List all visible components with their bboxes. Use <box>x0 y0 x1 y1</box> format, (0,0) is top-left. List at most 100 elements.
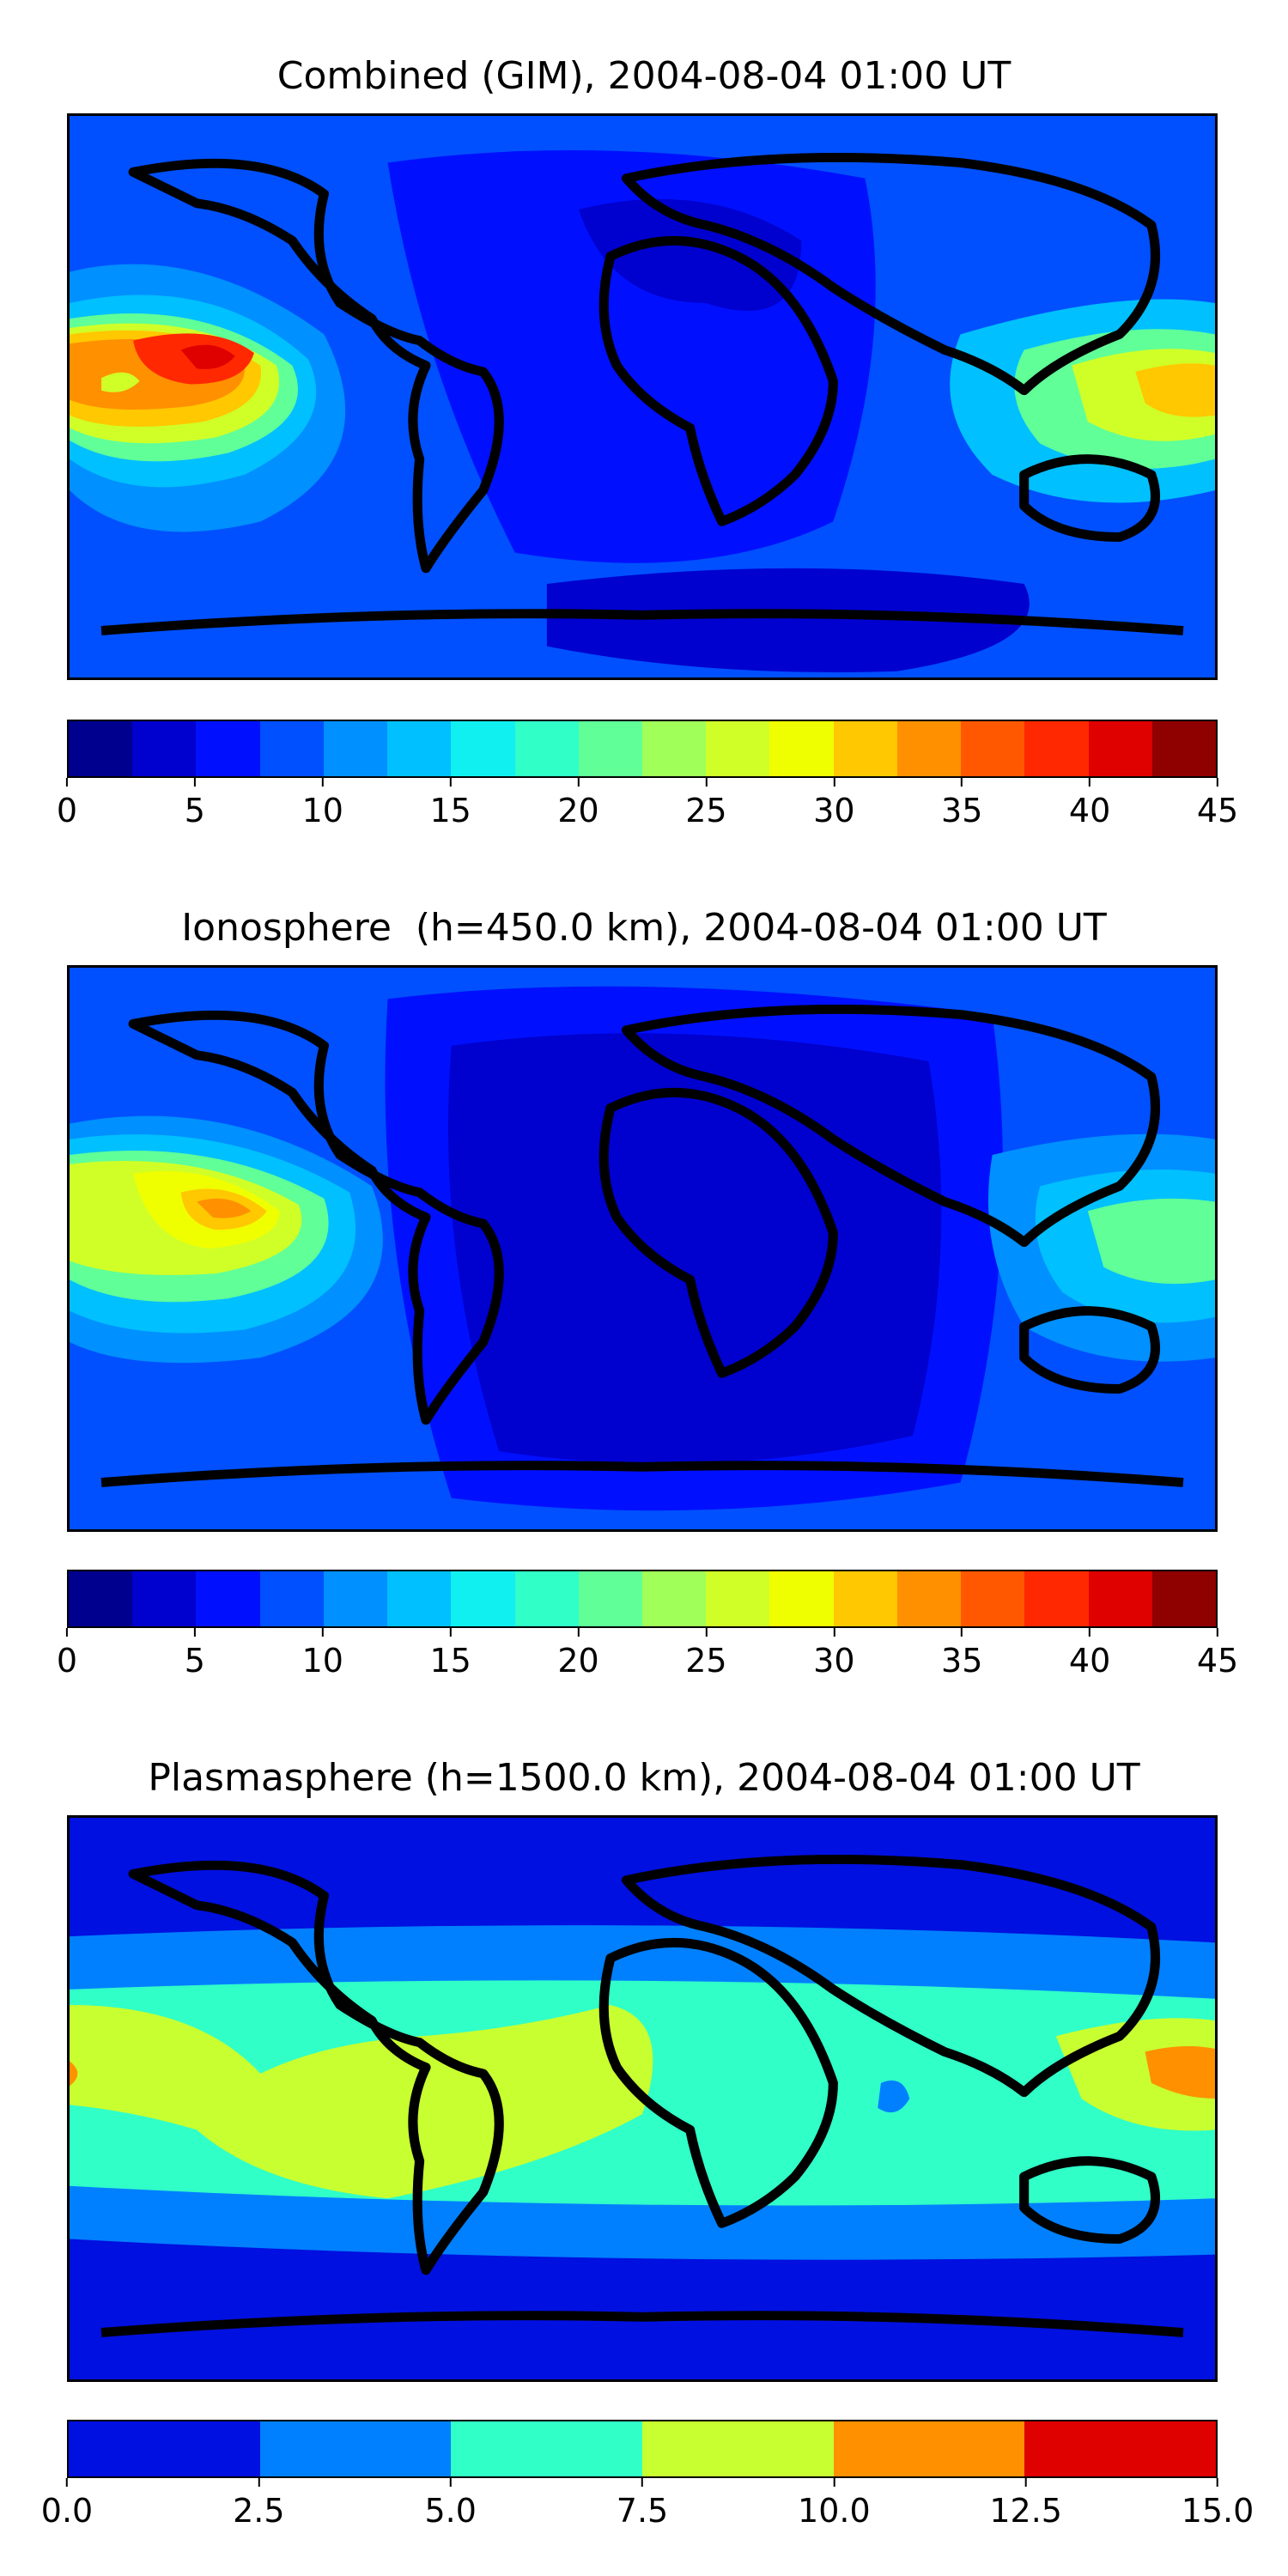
ionosphere-tec-map <box>67 965 1218 1532</box>
colorbar-segment <box>1024 1571 1089 1626</box>
colorbar-segment <box>1088 1571 1152 1626</box>
plasmasphere-colorbar-ticks: 0.0 2.5 5.0 7.5 10.0 12.5 15.0 <box>41 2478 1254 2530</box>
colorbar-tick: 15.0 <box>1182 2478 1254 2530</box>
colorbar-segment <box>132 721 197 776</box>
colorbar-segment <box>323 1571 388 1626</box>
colorbar-tick: 0 <box>57 778 77 829</box>
combined-colorbar <box>67 720 1218 778</box>
colorbar-segment <box>578 1571 642 1626</box>
colorbar-tick-label: 10.0 <box>798 2492 871 2530</box>
colorbar-segment <box>769 1571 834 1626</box>
colorbar-tick-label: 10 <box>301 792 343 829</box>
colorbar-segment <box>896 1571 962 1626</box>
colorbar-segment <box>706 1571 770 1626</box>
ionosphere-colorbar <box>67 1570 1218 1628</box>
colorbar-tick: 0.0 <box>41 2478 93 2530</box>
colorbar-tick-label: 5 <box>184 792 205 829</box>
colorbar-segment <box>833 1571 897 1626</box>
colorbar-segment <box>896 721 962 776</box>
colorbar-tick: 0 <box>57 1628 77 1680</box>
ionosphere-colorbar-ticks: 0 5 10 15 20 25 30 35 40 45 <box>57 1628 1238 1680</box>
colorbar-tick: 15 <box>429 778 471 829</box>
colorbar-tick: 12.5 <box>989 2478 1062 2530</box>
colorbar-tick-label: 40 <box>1068 1642 1111 1680</box>
map-title-plasmasphere: Plasmasphere (h=1500.0 km), 2004-08-04 0… <box>148 1756 1140 1800</box>
colorbar-tick: 15 <box>429 1628 471 1680</box>
colorbar-tick-label: 12.5 <box>989 2492 1062 2530</box>
colorbar-segment <box>833 721 897 776</box>
colorbar-tick-label: 25 <box>685 1642 727 1680</box>
colorbar-tick-label: 0.0 <box>40 2492 94 2530</box>
colorbar-tick-label: 25 <box>685 792 727 829</box>
colorbar-segment <box>451 1571 515 1626</box>
colorbar-tick-label: 35 <box>941 792 983 829</box>
colorbar-tick-label: 5.0 <box>424 2492 477 2530</box>
colorbar-segment <box>1151 721 1216 776</box>
colorbar-tick: 2.5 <box>233 2478 285 2530</box>
colorbar-segment <box>451 2421 643 2476</box>
colorbar-segment <box>259 2421 452 2476</box>
colorbar-segment <box>1024 2421 1216 2476</box>
colorbar-segment <box>323 721 388 776</box>
colorbar-tick: 45 <box>1197 778 1238 829</box>
map-title-combined: Combined (GIM), 2004-08-04 01:00 UT <box>276 54 1012 98</box>
colorbar-segment <box>641 721 707 776</box>
colorbar-tick-label: 0 <box>56 1642 78 1680</box>
colorbar-segment <box>514 721 579 776</box>
colorbar-tick: 10 <box>302 1628 343 1680</box>
colorbar-tick: 35 <box>941 1628 982 1680</box>
colorbar-segment <box>259 721 324 776</box>
colorbar-segment <box>1151 1571 1216 1626</box>
colorbar-segment <box>961 1571 1025 1626</box>
colorbar-segment <box>769 721 834 776</box>
colorbar-segment <box>259 1571 324 1626</box>
colorbar-tick: 20 <box>557 1628 599 1680</box>
colorbar-segment <box>69 1571 133 1626</box>
colorbar-tick-label: 30 <box>813 792 855 829</box>
colorbar-tick: 40 <box>1069 1628 1110 1680</box>
colorbar-tick: 30 <box>813 778 855 829</box>
colorbar-segment <box>833 2421 1025 2476</box>
colorbar-tick-label: 10 <box>301 1642 343 1680</box>
colorbar-tick-label: 15 <box>429 1642 471 1680</box>
map-title-ionosphere: Ionosphere (h=450.0 km), 2004-08-04 01:0… <box>181 906 1107 950</box>
colorbar-tick-label: 5 <box>184 1642 205 1680</box>
colorbar-tick: 40 <box>1069 778 1110 829</box>
colorbar-tick: 7.5 <box>617 2478 668 2530</box>
colorbar-segment <box>69 721 133 776</box>
colorbar-segment <box>641 1571 707 1626</box>
colorbar-segment <box>642 2421 834 2476</box>
colorbar-tick: 30 <box>813 1628 855 1680</box>
colorbar-tick: 25 <box>685 1628 727 1680</box>
colorbar-tick-label: 45 <box>1196 1642 1239 1680</box>
colorbar-segment <box>961 721 1025 776</box>
colorbar-segment <box>514 1571 579 1626</box>
colorbar-tick-label: 20 <box>557 792 599 829</box>
colorbar-segment <box>132 1571 197 1626</box>
colorbar-segment <box>1024 721 1089 776</box>
colorbar-tick: 10.0 <box>798 2478 871 2530</box>
colorbar-segment <box>1088 721 1152 776</box>
colorbar-tick: 10 <box>302 778 343 829</box>
colorbar-tick-label: 15 <box>429 792 471 829</box>
colorbar-tick-label: 20 <box>557 1642 599 1680</box>
colorbar-tick: 5 <box>185 1628 205 1680</box>
colorbar-tick-label: 0 <box>56 792 78 829</box>
colorbar-segment <box>451 721 515 776</box>
colorbar-tick: 5 <box>185 778 205 829</box>
colorbar-tick-label: 35 <box>941 1642 983 1680</box>
colorbar-tick-label: 45 <box>1196 792 1239 829</box>
colorbar-tick: 20 <box>557 778 599 829</box>
plasmasphere-colorbar <box>67 2420 1218 2478</box>
colorbar-tick-label: 40 <box>1068 792 1111 829</box>
colorbar-segment <box>578 721 642 776</box>
colorbar-segment <box>69 2421 260 2476</box>
colorbar-segment <box>387 721 452 776</box>
colorbar-segment <box>387 1571 452 1626</box>
plasmasphere-tec-map <box>67 1815 1218 2382</box>
colorbar-segment <box>196 1571 260 1626</box>
combined-tec-map <box>67 113 1218 680</box>
combined-colorbar-ticks: 0 5 10 15 20 25 30 35 40 45 <box>57 778 1238 829</box>
colorbar-segment <box>706 721 770 776</box>
colorbar-tick: 35 <box>941 778 982 829</box>
